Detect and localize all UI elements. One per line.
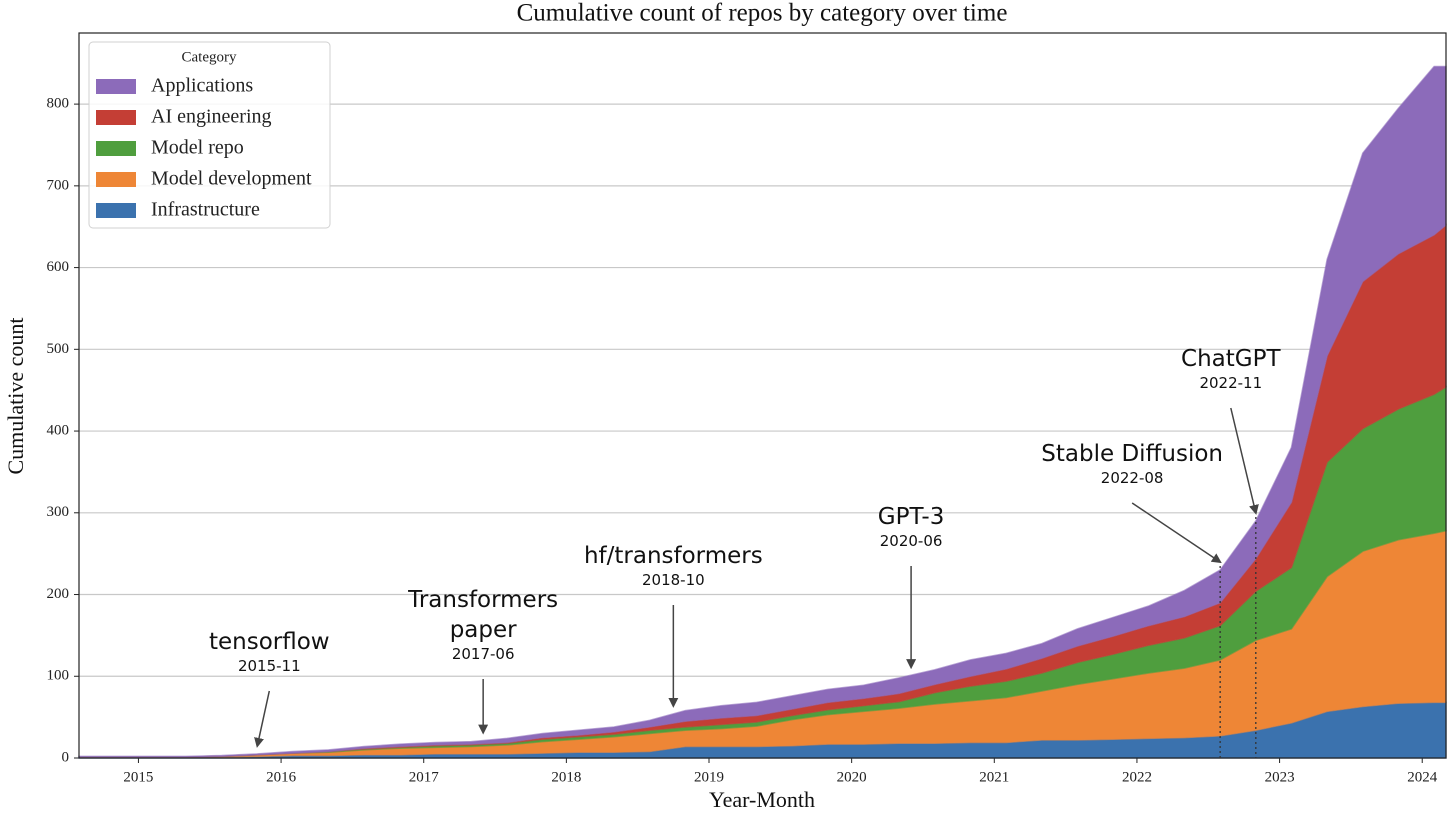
x-tick-label: 2017: [409, 769, 440, 785]
x-tick-label: 2022: [1122, 769, 1152, 785]
legend-label: Model development: [151, 168, 312, 190]
legend-label: Model repo: [151, 137, 244, 159]
legend-title: Category: [182, 49, 237, 65]
x-tick-label: 2019: [694, 769, 724, 785]
annotation-date: 2022-08: [1100, 469, 1164, 487]
annotation-arrow: [1230, 407, 1259, 515]
annotation: GPT-3 2020-06: [811, 502, 1011, 550]
x-tick-label: 2016: [266, 769, 297, 785]
y-tick-label: 100: [47, 668, 70, 684]
y-axis-label: Cumulative count: [3, 317, 28, 474]
annotation: Stable Diffusion 2022-08: [1032, 439, 1232, 487]
legend: Category Applications AI engineering Model …: [88, 41, 331, 229]
annotation-title: GPT-3: [877, 504, 945, 530]
annotation-arrow: [1131, 502, 1222, 564]
annotation-date: 2018-10: [642, 571, 705, 589]
legend-swatch: [96, 79, 136, 94]
y-tick-label: 200: [47, 586, 70, 602]
annotation-title: Stable Diffusion: [1041, 441, 1223, 467]
y-tick-label: 600: [47, 259, 70, 275]
annotation-title: tensorflow: [208, 629, 330, 655]
x-tick-label: 2021: [979, 769, 1009, 785]
y-tick-label: 0: [62, 749, 70, 765]
annotation-date: 2022-11: [1199, 374, 1263, 392]
y-tick-label: 500: [47, 341, 70, 357]
x-tick-label: 2020: [837, 769, 867, 785]
annotation: Transformers paper 2017-06: [403, 585, 563, 663]
annotation-date: 2017-06: [451, 645, 515, 663]
y-tick-label: 700: [47, 177, 70, 193]
chart-title: Cumulative count of repos by category ov…: [517, 0, 1008, 27]
annotation: tensorflow 2015-11: [169, 627, 369, 675]
annotation-title: ChatGPT: [1181, 346, 1281, 372]
legend-swatch: [96, 141, 136, 156]
annotation: hf/transformers 2018-10: [573, 541, 773, 589]
y-tick-label: 300: [47, 504, 70, 520]
annotation: ChatGPT 2022-11: [1131, 344, 1331, 392]
x-axis-label: Year-Month: [709, 787, 815, 812]
annotation-title: hf/transformers: [583, 543, 763, 569]
legend-label: Infrastructure: [151, 199, 260, 221]
y-tick-label: 800: [47, 96, 70, 112]
annotation-date: 2015-11: [237, 657, 301, 675]
legend-swatch: [96, 172, 136, 187]
annotation-title: Transformers paper: [408, 587, 559, 643]
annotation-date: 2020-06: [879, 532, 943, 550]
annotation-arrow: [254, 690, 271, 748]
legend-box: [88, 41, 331, 229]
plot-frame: [78, 32, 1447, 759]
x-tick-label: 2018: [551, 769, 581, 785]
legend-swatch: [96, 203, 136, 218]
x-tick-label: 2023: [1265, 769, 1295, 785]
legend-label: Applications: [151, 75, 253, 97]
x-tick-label: 2015: [123, 769, 153, 785]
legend-label: AI engineering: [151, 106, 272, 128]
x-tick-label: 2024: [1407, 769, 1438, 785]
y-tick-label: 400: [47, 422, 70, 438]
legend-swatch: [96, 110, 136, 125]
